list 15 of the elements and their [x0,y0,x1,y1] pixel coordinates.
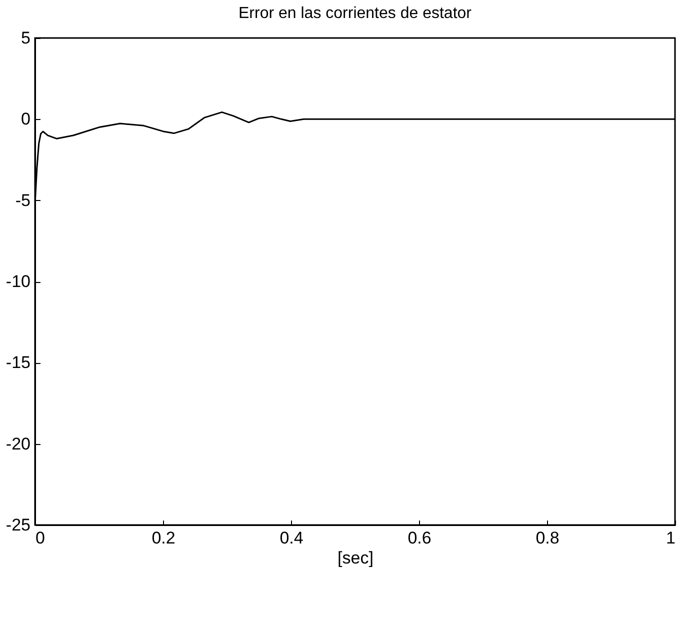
y-tick-label: 0 [21,110,30,129]
x-tick-label: 0.6 [408,528,432,548]
x-axis-title: [sec] [338,548,374,568]
x-tick-label: 1 [666,528,676,548]
x-tick-label: 0.2 [152,528,176,548]
y-tick-label: -5 [15,190,30,210]
chart-title: Error en las corrientes de estator [238,5,472,22]
y-tick-label: -20 [6,434,30,454]
x-tick-label: 0.4 [280,528,304,548]
y-tick-label: -15 [6,353,30,372]
x-tick-label: 0 [36,528,45,548]
y-tick-label: -25 [6,516,30,534]
x-tick-label: 0.8 [536,528,560,548]
y-tick-label: 5 [21,28,30,48]
y-tick-label: -10 [6,272,30,291]
